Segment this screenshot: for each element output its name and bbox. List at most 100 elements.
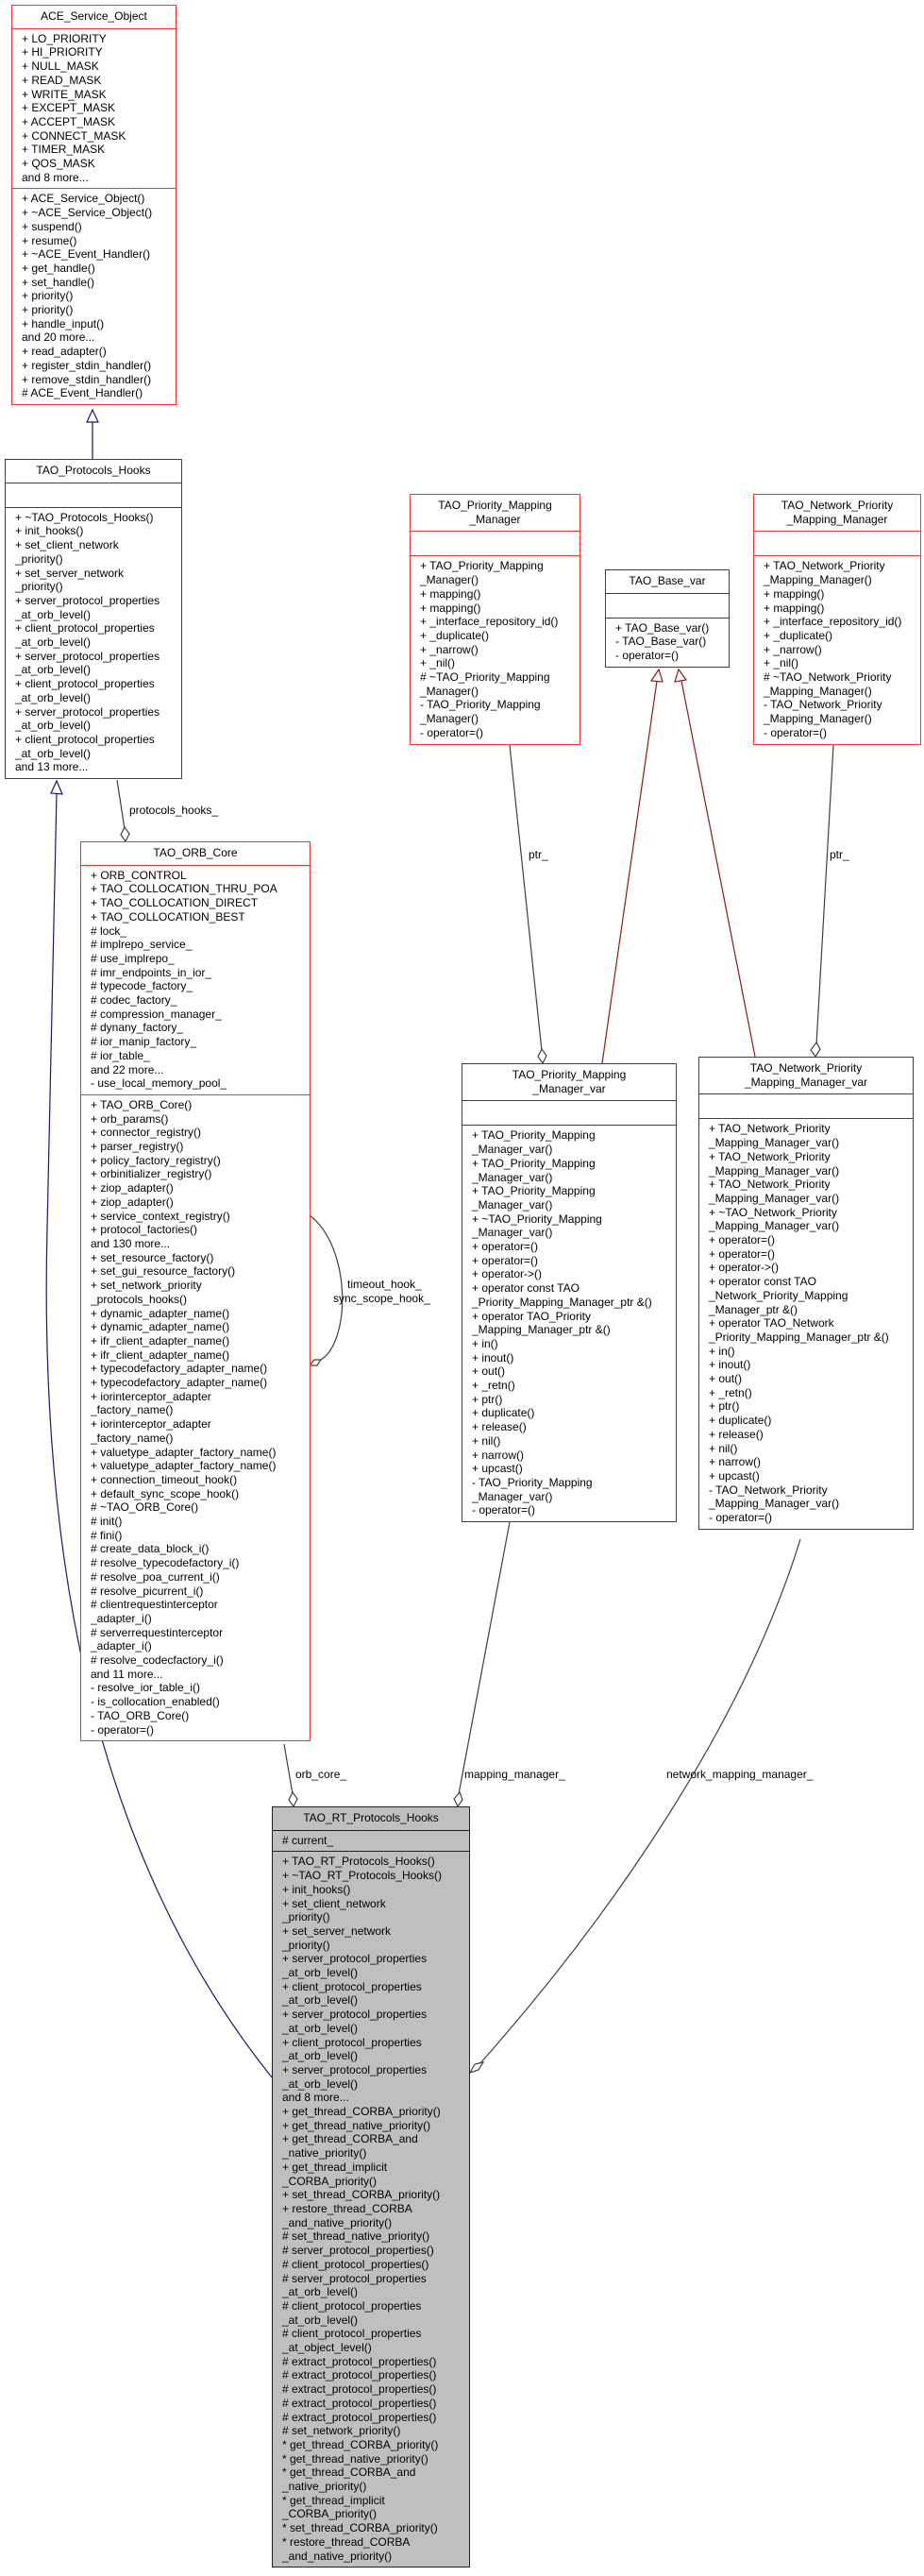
method-item[interactable]: _at_object_level(): [282, 2341, 372, 2355]
method-item[interactable]: _at_orb_level(): [15, 719, 92, 733]
method-item[interactable]: and 130 more...: [91, 1236, 171, 1250]
method-item[interactable]: _Manager_var(): [472, 1489, 553, 1503]
method-item[interactable]: + mapping(): [420, 586, 481, 601]
attribute-item[interactable]: + READ_MASK: [22, 73, 102, 87]
method-item[interactable]: _Mapping_Manager_var(): [709, 1497, 840, 1511]
method-item[interactable]: _Manager_var(): [472, 1226, 553, 1240]
method-item[interactable]: + nil(): [709, 1441, 738, 1455]
method-item[interactable]: # extract_protocol_properties(): [282, 2354, 437, 2368]
method-item[interactable]: + ~TAO_RT_Protocols_Hooks(): [282, 1869, 442, 1883]
attribute-item[interactable]: # compression_manager_: [91, 1007, 222, 1021]
attribute-item[interactable]: + TAO_COLLOCATION_BEST: [91, 909, 245, 924]
method-item[interactable]: + resume(): [22, 233, 77, 247]
method-item[interactable]: _and_native_priority(): [282, 2215, 393, 2229]
method-item[interactable]: + ~ACE_Event_Handler(): [22, 247, 151, 262]
attribute-item[interactable]: + NULL_MASK: [22, 59, 99, 74]
method-item[interactable]: + duplicate(): [709, 1414, 772, 1428]
method-item[interactable]: - operator=(): [709, 1511, 773, 1525]
method-item[interactable]: + typecodefactory_adapter_name(): [91, 1376, 268, 1390]
attribute-item[interactable]: # current_: [282, 1833, 334, 1847]
method-item[interactable]: + out(): [709, 1372, 743, 1386]
method-item[interactable]: + operator TAO_Network: [709, 1316, 834, 1330]
method-item[interactable]: + set_thread_CORBA_priority(): [282, 2188, 441, 2202]
method-item[interactable]: + operator=(): [472, 1240, 539, 1254]
method-item[interactable]: - is_collocation_enabled(): [91, 1695, 220, 1709]
method-item[interactable]: _at_orb_level(): [282, 2049, 359, 2063]
method-item[interactable]: _at_orb_level(): [282, 2285, 359, 2299]
attribute-item[interactable]: # ior_table_: [91, 1048, 150, 1062]
method-item[interactable]: + connector_registry(): [91, 1126, 202, 1140]
method-item[interactable]: # client_protocol_properties(): [282, 2257, 429, 2271]
method-item[interactable]: + server_protocol_properties: [282, 2008, 428, 2022]
attribute-item[interactable]: + TIMER_MASK: [22, 143, 106, 157]
method-item[interactable]: _Mapping_Manager_var(): [709, 1163, 840, 1178]
method-item[interactable]: + nil(): [472, 1433, 501, 1448]
method-item[interactable]: + _narrow(): [764, 642, 822, 656]
method-item[interactable]: + _interface_repository_id(): [420, 615, 559, 629]
method-item[interactable]: + server_protocol_properties: [282, 1952, 428, 1966]
method-item[interactable]: _priority(): [282, 1938, 330, 1952]
method-item[interactable]: and 13 more...: [15, 760, 89, 774]
method-item[interactable]: + server_protocol_properties: [282, 2062, 428, 2076]
method-item[interactable]: * set_thread_CORBA_priority(): [282, 2521, 438, 2535]
method-item[interactable]: _Manager(): [420, 573, 479, 587]
method-item[interactable]: * get_thread_CORBA_and: [282, 2466, 416, 2480]
method-item[interactable]: + TAO_Network_Priority: [764, 559, 885, 573]
method-item[interactable]: _CORBA_priority(): [282, 2507, 378, 2521]
attribute-item[interactable]: # implrepo_service_: [91, 938, 193, 952]
method-item[interactable]: + client_protocol_properties: [15, 732, 155, 746]
method-item[interactable]: _Mapping_Manager_ptr &(): [472, 1323, 611, 1337]
method-item[interactable]: _Manager(): [420, 684, 479, 698]
method-item[interactable]: + iorinterceptor_adapter: [91, 1389, 211, 1403]
attribute-item[interactable]: # lock_: [91, 924, 127, 938]
method-item[interactable]: + operator=(): [709, 1233, 776, 1247]
class-box-tao-orb-core[interactable]: TAO_ORB_Core + ORB_CONTROL + TAO_COLLOCATI…: [80, 841, 311, 1742]
method-item[interactable]: + orb_params(): [91, 1111, 169, 1126]
method-item[interactable]: + init_hooks(): [15, 524, 84, 538]
method-item[interactable]: # ~TAO_Network_Priority: [764, 670, 892, 685]
method-item[interactable]: # server_protocol_properties(): [282, 2244, 434, 2258]
method-item[interactable]: * restore_thread_CORBA: [282, 2534, 411, 2549]
method-item[interactable]: + client_protocol_properties: [15, 677, 155, 691]
attribute-item[interactable]: # dynany_factory_: [91, 1021, 184, 1035]
method-item[interactable]: _Network_Priority_Mapping: [709, 1288, 848, 1302]
method-item[interactable]: # clientrequestinterceptor: [91, 1598, 218, 1612]
method-item[interactable]: + _retn(): [709, 1385, 752, 1399]
method-item[interactable]: - operator=(): [615, 649, 680, 663]
method-item[interactable]: - TAO_Network_Priority: [709, 1483, 828, 1497]
method-item[interactable]: _Manager_var(): [472, 1143, 553, 1157]
method-item[interactable]: _priority(): [282, 1910, 330, 1924]
method-item[interactable]: - TAO_ORB_Core(): [91, 1708, 190, 1722]
method-item[interactable]: # resolve_picurrent_i(): [91, 1584, 204, 1598]
method-item[interactable]: + get_thread_implicit: [282, 2160, 388, 2174]
method-item[interactable]: + client_protocol_properties: [282, 2035, 422, 2049]
method-item[interactable]: + iorinterceptor_adapter: [91, 1417, 211, 1432]
method-item[interactable]: _Manager_var(): [472, 1170, 553, 1184]
method-item[interactable]: _at_orb_level(): [15, 636, 92, 650]
method-item[interactable]: + set_client_network: [15, 538, 119, 552]
method-item[interactable]: _Priority_Mapping_Manager_ptr &(): [472, 1295, 652, 1309]
method-item[interactable]: + _duplicate(): [764, 628, 833, 642]
method-item[interactable]: + mapping(): [764, 586, 825, 601]
method-item[interactable]: + set_network_priority: [91, 1279, 202, 1293]
method-item[interactable]: + TAO_Network_Priority: [709, 1178, 831, 1192]
class-box-tao-network-priority-mapping-manager-var[interactable]: TAO_Network_Priority _Mapping_Manager_var…: [698, 1057, 914, 1530]
method-item[interactable]: + server_protocol_properties: [15, 704, 160, 719]
method-item[interactable]: + restore_thread_CORBA: [282, 2201, 412, 2215]
method-item[interactable]: + set_server_network: [15, 566, 125, 580]
method-item[interactable]: and 20 more...: [22, 330, 95, 345]
method-item[interactable]: + operator->(): [472, 1267, 543, 1281]
method-item[interactable]: # ~TAO_ORB_Core(): [91, 1500, 199, 1515]
attribute-item[interactable]: + HI_PRIORITY: [22, 45, 103, 59]
method-item[interactable]: _priority(): [15, 551, 63, 566]
method-item[interactable]: * get_thread_native_priority(): [282, 2451, 428, 2466]
method-item[interactable]: + ptr(): [472, 1392, 503, 1406]
method-item[interactable]: _CORBA_priority(): [282, 2174, 378, 2188]
method-item[interactable]: + inout(): [472, 1350, 514, 1364]
method-item[interactable]: + valuetype_adapter_factory_name(): [91, 1459, 277, 1473]
attribute-item[interactable]: # imr_endpoints_in_ior_: [91, 965, 212, 979]
method-item[interactable]: _at_orb_level(): [282, 1993, 359, 2008]
method-item[interactable]: + set_client_network: [282, 1896, 386, 1910]
attribute-item[interactable]: and 22 more...: [91, 1062, 164, 1076]
method-item[interactable]: # ~TAO_Priority_Mapping: [420, 670, 550, 685]
